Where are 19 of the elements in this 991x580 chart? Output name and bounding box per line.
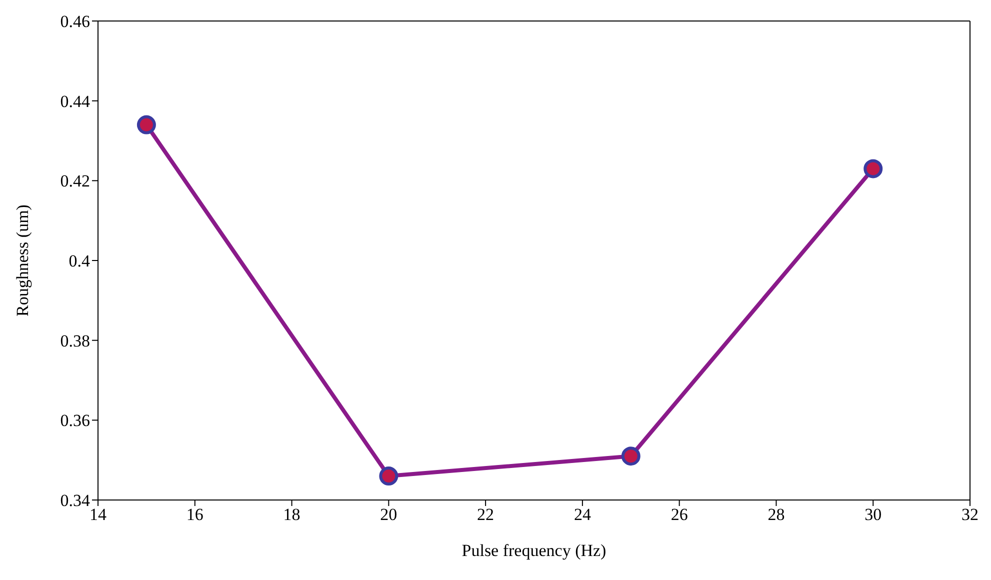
y-tick-label: 0.44 — [60, 92, 90, 111]
x-tick-label: 20 — [380, 505, 398, 524]
x-axis-title: Pulse frequency (Hz) — [462, 541, 606, 560]
x-tick-label: 32 — [962, 505, 978, 524]
x-tick-label: 18 — [283, 505, 300, 524]
y-tick-label: 0.4 — [68, 252, 90, 271]
x-tick-label: 24 — [574, 505, 592, 524]
y-tick-label: 0.46 — [60, 12, 90, 32]
x-tick-label: 22 — [477, 505, 494, 524]
y-tick-label: 0.42 — [60, 172, 90, 191]
x-tick-label: 16 — [186, 505, 204, 524]
x-tick-label: 28 — [768, 505, 785, 524]
x-tick-label: 30 — [864, 505, 882, 524]
y-axis-title: Roughness (um) — [13, 204, 32, 316]
y-tick-label: 0.34 — [60, 491, 90, 510]
x-tick-label: 26 — [670, 505, 688, 524]
x-tick-label: 14 — [90, 505, 107, 524]
y-tick-label: 0.36 — [60, 411, 90, 430]
y-tick-label: 0.38 — [60, 331, 90, 350]
